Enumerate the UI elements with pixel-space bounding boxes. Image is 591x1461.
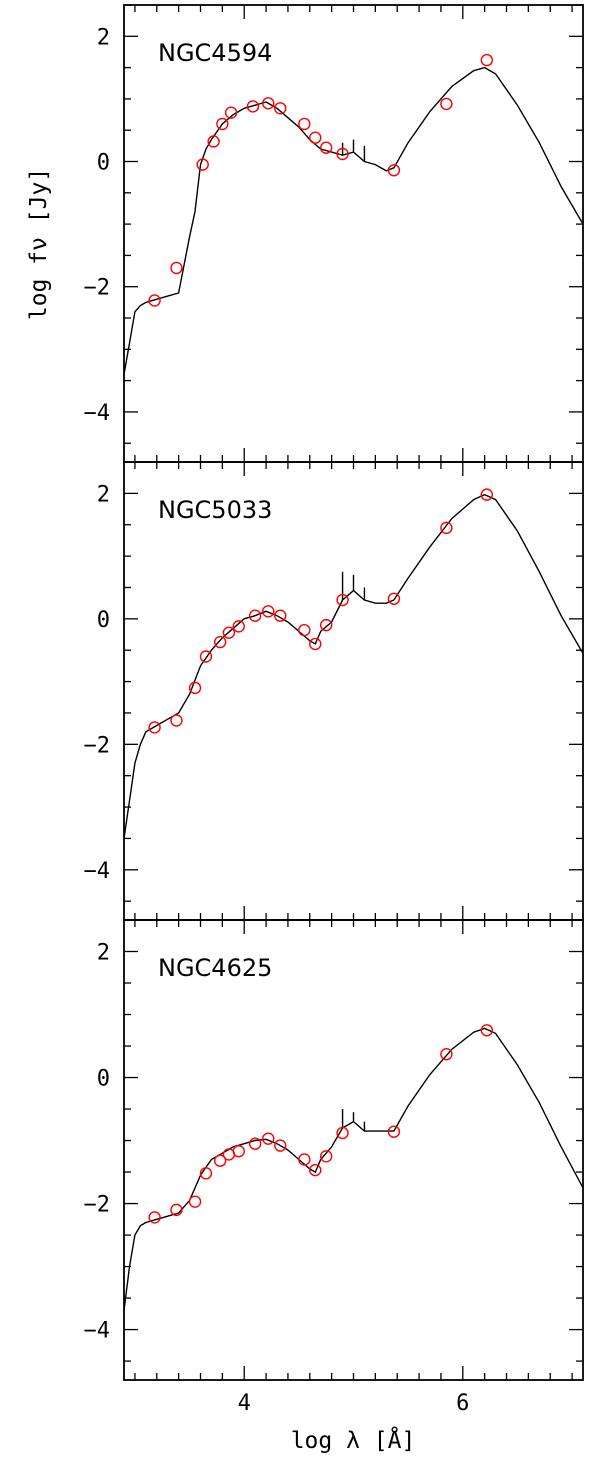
- observed-point: [387, 164, 401, 177]
- panel-label: NGC5033: [158, 496, 272, 524]
- observed-point: [248, 1137, 262, 1150]
- panel-frame: [123, 4, 584, 463]
- y-tick-label: −4: [84, 859, 111, 884]
- observed-point: [319, 141, 333, 154]
- observed-point: [336, 1126, 349, 1140]
- observed-point: [248, 609, 262, 622]
- y-tick-label: 0: [97, 1067, 110, 1092]
- observed-point: [148, 721, 161, 734]
- observed-point: [213, 1154, 227, 1167]
- observed-point: [298, 623, 311, 637]
- observed-point: [298, 1153, 311, 1166]
- observed-point: [440, 97, 453, 111]
- observed-point: [196, 158, 209, 171]
- observed-point: [224, 106, 238, 119]
- y-tick-label: 2: [97, 25, 110, 50]
- y-tick-label: −4: [84, 1319, 111, 1344]
- y-tick-label: 0: [97, 151, 110, 176]
- observed-point: [274, 1139, 287, 1152]
- observed-point: [188, 681, 202, 695]
- x-tick-label: 6: [456, 1391, 469, 1416]
- y-tick-label: 0: [97, 608, 110, 633]
- panel-label: NGC4594: [158, 39, 272, 67]
- y-tick-label: −2: [84, 276, 111, 301]
- observed-point: [199, 1167, 213, 1180]
- observed-point: [480, 53, 494, 67]
- observed-point: [199, 650, 213, 663]
- observed-point: [170, 1203, 183, 1217]
- observed-point: [246, 100, 260, 113]
- observed-point: [274, 102, 287, 115]
- panels-group: −4 −2 0 2 NGC4594 −4 −2 0 2 NGC5033 −4 −2 0 2 NGC4625 4…: [84, 4, 584, 1416]
- panel-3: −4 −2 0 2 NGC4625: [84, 919, 584, 1381]
- y-tick-label: −4: [84, 401, 111, 426]
- model-sed-line: [124, 493, 583, 839]
- observed-point: [387, 592, 401, 605]
- plot-area: [124, 53, 583, 375]
- observed-point: [207, 135, 220, 148]
- observed-point: [170, 261, 183, 275]
- observed-point: [262, 97, 275, 110]
- y-tick-label: 2: [97, 941, 110, 966]
- observed-point: [480, 1024, 494, 1037]
- plot-area: [124, 1024, 583, 1311]
- observed-point: [232, 1145, 245, 1158]
- observed-point: [309, 1163, 322, 1177]
- observed-point: [309, 637, 322, 651]
- observed-point: [274, 609, 287, 622]
- observed-point: [319, 618, 333, 632]
- observed-point: [232, 620, 245, 633]
- observed-point: [440, 521, 453, 535]
- panel-2: −4 −2 0 2 NGC5033: [84, 461, 584, 921]
- panel-frame: [123, 919, 584, 1381]
- observed-point: [336, 593, 349, 607]
- plot-area: [124, 488, 583, 839]
- observed-point: [213, 635, 227, 649]
- observed-point: [262, 605, 275, 618]
- x-tick-label: 4: [238, 1391, 251, 1416]
- model-sed-line: [124, 1027, 583, 1311]
- observed-point: [148, 294, 161, 307]
- y-axis-title: log fν [Jy]: [26, 168, 52, 320]
- x-axis-title: log λ [Å]: [291, 1426, 416, 1454]
- y-tick-label: −2: [84, 733, 111, 758]
- observed-point: [298, 117, 311, 131]
- model-sed-line: [124, 66, 583, 375]
- observed-point: [222, 626, 236, 639]
- observed-point: [262, 1132, 275, 1145]
- observed-point: [188, 1195, 202, 1208]
- y-tick-label: −2: [84, 1193, 111, 1218]
- observed-point: [170, 714, 183, 727]
- panel-1: −4 −2 0 2 NGC4594: [84, 4, 584, 463]
- observed-point: [216, 117, 229, 131]
- observed-point: [387, 1125, 401, 1138]
- y-tick-label: 2: [97, 482, 110, 507]
- observed-point: [148, 1211, 161, 1224]
- observed-point: [309, 131, 322, 144]
- observed-point: [440, 1048, 453, 1061]
- panel-label: NGC4625: [158, 954, 272, 982]
- observed-point: [336, 147, 349, 161]
- observed-point: [319, 1150, 333, 1163]
- panel-frame: [123, 461, 584, 921]
- observed-point: [480, 488, 494, 501]
